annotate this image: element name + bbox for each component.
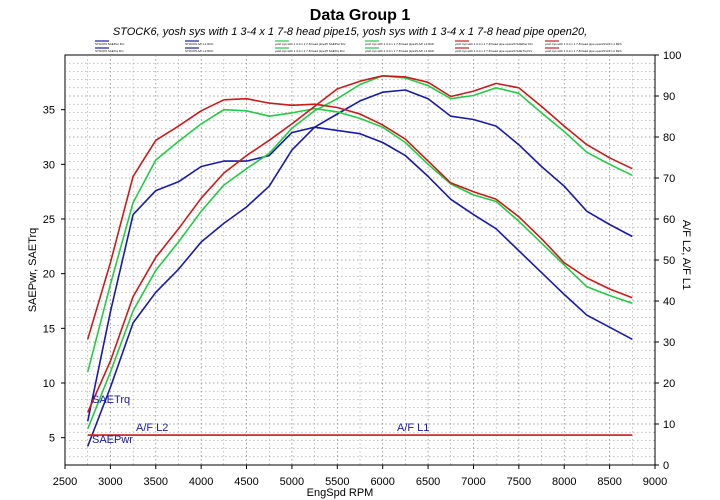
x-tick-label: 7500 bbox=[507, 476, 531, 488]
y-right-tick-label: 30 bbox=[663, 337, 675, 349]
series-line bbox=[86, 75, 633, 430]
chart-subtitle: STOCK6, yosh sys with 1 3-4 x 1 7-8 head… bbox=[113, 26, 587, 38]
legend-entry: yosh sys with 1 3-4 x 1 7-8 head pipe15 … bbox=[275, 49, 345, 53]
y-right-tick-label: 40 bbox=[663, 296, 675, 308]
left-axis: 5 10 15 20 25 30 35 bbox=[43, 105, 65, 445]
legend-entry: yosh sys with 1 3-4 x 1 7-8 head pipe op… bbox=[545, 49, 622, 53]
x-tick-label: 4000 bbox=[189, 476, 213, 488]
y-right-tick-label: 90 bbox=[663, 91, 675, 103]
series-line bbox=[86, 97, 633, 340]
y-left-tick-label: 5 bbox=[49, 433, 55, 445]
chart-title: Data Group 1 bbox=[310, 7, 411, 24]
x-axis: 2500 3000 3500 4000 4500 5000 5500 6000 6500 7000… bbox=[53, 465, 667, 488]
annotation-af-l1: A/F L1 bbox=[397, 422, 429, 434]
y-left-tick-label: 35 bbox=[43, 105, 55, 117]
x-tick-label: 6500 bbox=[416, 476, 440, 488]
legend-entry: STOCK6 SAEPwr Drv bbox=[95, 42, 125, 46]
y-right-tick-label: 10 bbox=[663, 419, 675, 431]
y-left-tick-label: 20 bbox=[43, 269, 55, 281]
y-right-tick-label: 50 bbox=[663, 255, 675, 267]
annotation-af-l2: A/F L2 bbox=[136, 422, 168, 434]
x-tick-label: 2500 bbox=[53, 476, 77, 488]
x-tick-label: 4500 bbox=[234, 476, 258, 488]
y-right-tick-label: 80 bbox=[663, 132, 675, 144]
y-right-tick-label: 100 bbox=[663, 50, 681, 62]
legend-entry: yosh sys with 1 3-4 x 1 7-8 head pipe op… bbox=[545, 42, 622, 46]
legend-entry: STOCK6 SAETrq Drv bbox=[95, 49, 124, 53]
x-tick-label: 3000 bbox=[98, 476, 122, 488]
x-tick-label: 9000 bbox=[643, 476, 667, 488]
x-tick-label: 6000 bbox=[370, 476, 394, 488]
y-right-tick-label: 0 bbox=[663, 460, 669, 472]
legend: STOCK6 SAEPwr Drv STOCK6 A/F L1 Rich yosh … bbox=[95, 40, 622, 53]
y-left-tick-label: 10 bbox=[43, 378, 55, 390]
y-right-tick-label: 60 bbox=[663, 214, 675, 226]
series-layer bbox=[86, 75, 633, 447]
legend-entry: yosh sys with 1 3-4 x 1 7-8 head pipe15 … bbox=[275, 42, 346, 46]
legend-entry: yosh sys with 1 3-4 x 1 7-8 head pipe15 … bbox=[365, 42, 435, 46]
x-tick-label: 5500 bbox=[325, 476, 349, 488]
y-right-tick-label: 70 bbox=[663, 173, 675, 185]
y-left-tick-label: 30 bbox=[43, 159, 55, 171]
x-tick-label: 3500 bbox=[144, 476, 168, 488]
y-right-tick-label: 20 bbox=[663, 378, 675, 390]
right-axis: 0 10 20 30 40 50 60 70 80 90 100 bbox=[655, 50, 681, 472]
x-axis-label: EngSpd RPM bbox=[307, 487, 374, 499]
legend-entry: yosh sys with 1 3-4 x 1 7-8 head pipe op… bbox=[455, 49, 533, 53]
annotation-saepwr: SAEPwr bbox=[92, 434, 133, 446]
legend-entry: yosh sys with 1 3-4 x 1 7-8 head pipe op… bbox=[455, 42, 533, 46]
series-line bbox=[86, 75, 633, 413]
x-tick-label: 8000 bbox=[552, 476, 576, 488]
y-left-tick-label: 15 bbox=[43, 323, 55, 335]
series-line bbox=[86, 107, 633, 373]
legend-entry: STOCK6 A/F L1 Rich bbox=[185, 42, 214, 46]
y-axis-label-left: SAEPwr, SAETrq bbox=[27, 228, 39, 313]
legend-entry: STOCK6 A/F L2 Rich bbox=[185, 49, 214, 53]
y-left-tick-label: 25 bbox=[43, 214, 55, 226]
annotation-saetrq: SAETrq bbox=[92, 394, 130, 406]
series-line bbox=[86, 126, 633, 422]
x-tick-label: 8500 bbox=[597, 476, 621, 488]
series-line bbox=[86, 89, 633, 447]
x-tick-label: 7000 bbox=[461, 476, 485, 488]
x-tick-label: 5000 bbox=[280, 476, 304, 488]
y-axis-label-right: A/F L2, A/F L1 bbox=[680, 220, 692, 290]
legend-entry: yosh sys with 1 3-4 x 1 7-8 head pipe15 … bbox=[365, 49, 435, 53]
